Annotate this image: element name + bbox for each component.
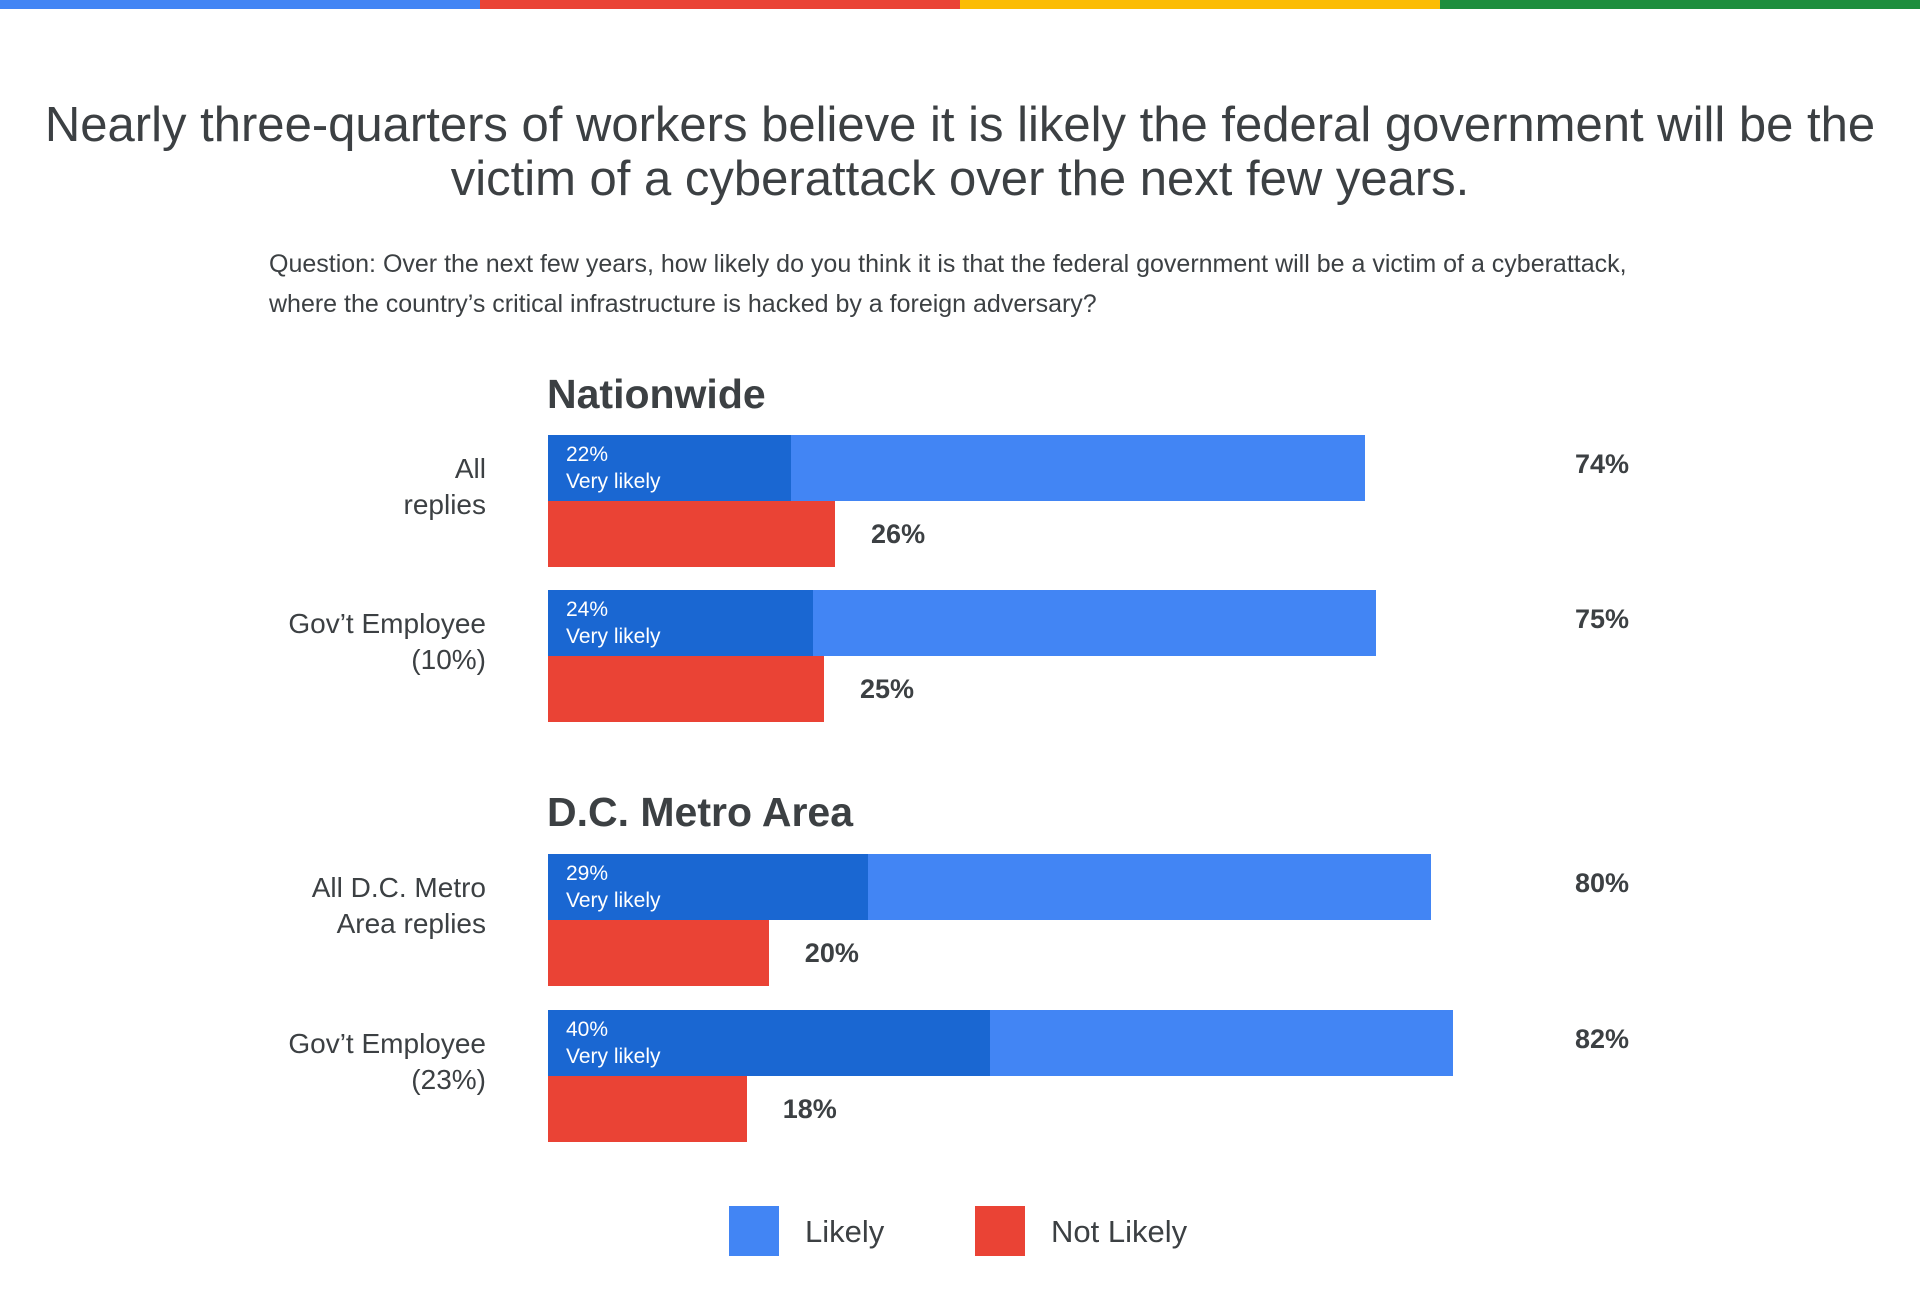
legend-swatch (729, 1206, 779, 1256)
row-label: All replies (180, 451, 486, 523)
bar-not-likely (548, 1076, 747, 1142)
not-likely-value-label: 25% (860, 674, 915, 704)
very-likely-label: 24% Very likely (566, 596, 661, 650)
very-likely-value: 22% (566, 443, 609, 466)
very-likely-label: 22% Very likely (566, 441, 661, 495)
legend-label: Not Likely (1051, 1214, 1188, 1249)
likely-value-label: 75% (1575, 604, 1630, 634)
row-label-line: All (454, 453, 486, 484)
legend: Likely Not Likely (0, 1206, 1920, 1256)
likely-value-label: 80% (1575, 868, 1630, 898)
very-likely-caption: Very likely (566, 625, 661, 648)
very-likely-value: 29% (566, 862, 609, 885)
very-likely-caption: Very likely (566, 889, 661, 912)
very-likely-label: 29% Very likely (566, 860, 661, 914)
bar-very-likely (548, 590, 813, 656)
very-likely-caption: Very likely (566, 470, 661, 493)
not-likely-value-label: 20% (804, 938, 859, 968)
row-label-line: Area replies (336, 908, 486, 939)
very-likely-value: 24% (566, 598, 609, 621)
top-bar-segment (480, 0, 960, 9)
likely-value-label: 82% (1575, 1024, 1630, 1054)
bar-not-likely (548, 656, 824, 722)
top-color-bar (0, 0, 1920, 9)
legend-label: Likely (805, 1214, 885, 1249)
not-likely-value-label: 26% (871, 519, 926, 549)
top-bar-segment (960, 0, 1440, 9)
row-label-line: (23%) (411, 1064, 486, 1095)
very-likely-caption: Very likely (566, 1045, 661, 1068)
bar-not-likely (548, 920, 769, 986)
chart-title: Nearly three-quarters of workers believe… (44, 98, 1876, 206)
legend-swatch (975, 1206, 1025, 1256)
group-title: D.C. Metro Area (547, 789, 854, 835)
row-label-line: Gov’t Employee (288, 608, 486, 639)
likely-value-label: 74% (1575, 449, 1630, 479)
bar-very-likely (548, 435, 791, 501)
top-bar-segment (1440, 0, 1920, 9)
very-likely-value: 40% (566, 1018, 609, 1041)
row-label: All D.C. Metro Area replies (180, 870, 486, 942)
row-label-line: Gov’t Employee (288, 1028, 486, 1059)
very-likely-label: 40% Very likely (566, 1016, 661, 1070)
bar-very-likely (548, 1010, 990, 1076)
bar-very-likely (548, 854, 869, 920)
row-label: Gov’t Employee (10%) (180, 606, 486, 678)
bar-not-likely (548, 501, 836, 567)
group-title: Nationwide (547, 371, 766, 417)
chart-question: Question: Over the next few years, how l… (269, 250, 1627, 318)
row-label-line: replies (403, 489, 486, 520)
row-label: Gov’t Employee (23%) (180, 1026, 486, 1098)
top-bar-segment (0, 0, 480, 9)
row-label-line: (10%) (411, 644, 486, 675)
not-likely-value-label: 18% (782, 1094, 837, 1124)
row-label-line: All D.C. Metro (311, 872, 486, 903)
